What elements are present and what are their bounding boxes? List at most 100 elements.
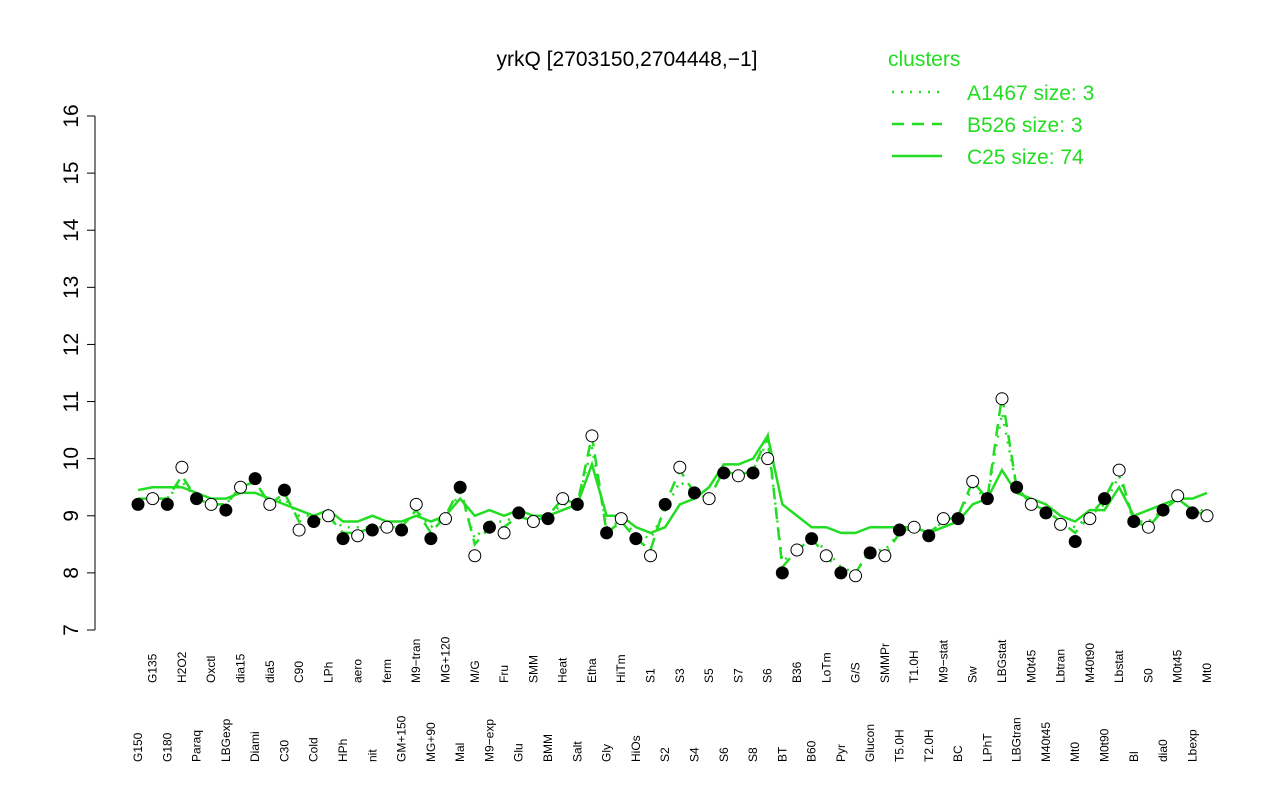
data-point <box>1171 489 1185 503</box>
data-point <box>966 475 980 489</box>
data-point <box>658 497 672 511</box>
data-point <box>292 523 306 537</box>
x-tick-label: LoTm <box>819 652 833 683</box>
x-tick-label: M9−stat <box>936 639 950 683</box>
x-tick-label: Mal <box>453 743 467 762</box>
x-tick-label: H2O2 <box>175 651 189 683</box>
data-point <box>219 503 233 517</box>
x-tick-label: dia15 <box>234 653 248 683</box>
y-tick-label: 10 <box>60 447 83 470</box>
data-point <box>849 569 863 583</box>
data-point <box>687 486 701 500</box>
x-tick-label: ferm <box>380 659 394 683</box>
data-point <box>307 514 321 528</box>
x-tick-label: MG+90 <box>424 722 438 762</box>
x-tick-label: HiOs <box>629 735 643 762</box>
data-point <box>819 549 833 563</box>
x-tick-label: S6 <box>761 668 775 683</box>
y-tick-label: 12 <box>60 333 83 356</box>
x-tick-label: Cold <box>307 737 321 762</box>
data-point <box>907 520 921 534</box>
data-point <box>1097 492 1111 506</box>
x-tick-label: Sw <box>966 666 980 683</box>
y-tick-label: 15 <box>60 161 83 184</box>
x-tick-label: BT <box>775 746 789 762</box>
data-point <box>234 480 248 494</box>
y-tick-label: 13 <box>60 276 83 299</box>
x-tick-label: HPh <box>336 739 350 762</box>
x-tick-label: aero <box>351 659 365 683</box>
data-point <box>790 543 804 557</box>
data-point <box>424 532 438 546</box>
data-point <box>277 483 291 497</box>
x-tick-label: dia0 <box>1156 739 1170 762</box>
data-point <box>336 532 350 546</box>
x-tick-label: M40t90 <box>1083 643 1097 683</box>
x-tick-label: Etha <box>585 658 599 683</box>
x-tick-label: SMMPr <box>878 643 892 683</box>
x-tick-label: M9−exp <box>482 719 496 762</box>
x-tick-label: LBGexp <box>219 718 233 762</box>
x-tick-label: Gly <box>600 744 614 762</box>
x-tick-label: HiTm <box>614 654 628 683</box>
data-point <box>1068 534 1082 548</box>
data-point <box>175 460 189 474</box>
x-tick-label: G/S <box>849 662 863 683</box>
x-tick-label: G150 <box>131 732 145 762</box>
x-tick-label: Heat <box>556 657 570 683</box>
x-tick-label: B36 <box>790 661 804 683</box>
data-point <box>1185 506 1199 520</box>
y-tick-label: 8 <box>60 567 83 579</box>
data-point <box>600 526 614 540</box>
x-tick-label: BMM <box>541 734 555 762</box>
x-tick-label: T5.0H <box>892 729 906 762</box>
x-tick-label: nit <box>365 749 379 762</box>
data-point <box>614 512 628 526</box>
data-point <box>570 497 584 511</box>
x-tick-label: S1 <box>644 668 658 683</box>
legend-label: C25 size: 74 <box>967 146 1084 169</box>
x-tick-label: T1.0H <box>907 650 921 683</box>
x-tick-label: GM+150 <box>395 715 409 762</box>
data-point <box>482 520 496 534</box>
data-point <box>1039 506 1053 520</box>
data-point <box>131 497 145 511</box>
x-tick-label: M0t90 <box>1097 728 1111 762</box>
x-tick-label: Diami <box>248 731 262 762</box>
data-point <box>834 566 848 580</box>
data-point <box>761 452 775 466</box>
data-point <box>380 520 394 534</box>
x-tick-label: C90 <box>292 661 306 683</box>
x-tick-label: Bl <box>1127 751 1141 762</box>
legend-label: B526 size: 3 <box>967 114 1083 137</box>
x-tick-label: Mt0 <box>1068 742 1082 762</box>
data-point <box>775 566 789 580</box>
x-tick-label: M9−tran <box>409 639 423 683</box>
chart-title: yrkQ [2703150,2704448,−1] <box>497 48 758 71</box>
data-point <box>453 480 467 494</box>
x-tick-label: S5 <box>702 668 716 683</box>
data-point <box>644 549 658 563</box>
x-tick-label: Pyr <box>834 744 848 762</box>
data-point <box>1083 512 1097 526</box>
x-tick-label: LBGtran <box>1010 717 1024 762</box>
data-point <box>717 466 731 480</box>
x-tick-label: M0t45 <box>1171 649 1185 683</box>
x-tick-label: S8 <box>746 747 760 762</box>
data-point <box>878 549 892 563</box>
x-tick-label: Oxctl <box>204 656 218 683</box>
data-point <box>805 532 819 546</box>
data-point <box>995 392 1009 406</box>
data-point <box>190 492 204 506</box>
x-tick-label: G180 <box>160 732 174 762</box>
y-tick-label: 16 <box>60 104 83 127</box>
x-tick-label: S0 <box>1141 668 1155 683</box>
data-point <box>980 492 994 506</box>
x-tick-label: C30 <box>277 740 291 762</box>
x-tick-label: Salt <box>570 741 584 762</box>
data-point <box>146 492 160 506</box>
data-point <box>1024 497 1038 511</box>
x-tick-label: S2 <box>658 747 672 762</box>
x-tick-label: SMM <box>526 655 540 683</box>
